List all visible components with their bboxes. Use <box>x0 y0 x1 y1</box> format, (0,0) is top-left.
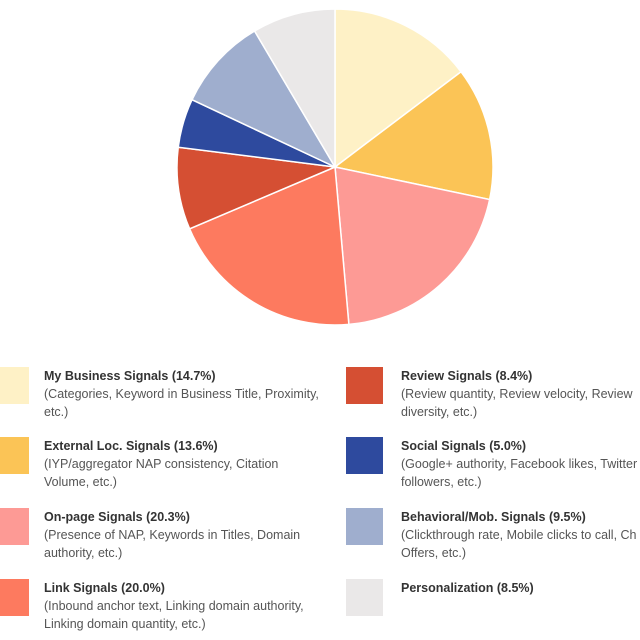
legend-desc-behavioral-mob-signals: Offers, etc.) <box>401 546 467 560</box>
pie-slice-external-loc-signals <box>333 70 494 201</box>
legend-title-link-signals: Link Signals (20.0%) <box>44 581 165 595</box>
legend-title-behavioral-mob-signals: Behavioral/Mob. Signals (9.5%) <box>401 510 586 524</box>
pie-chart <box>176 8 494 326</box>
legend-desc-review-signals: diversity, etc.) <box>401 405 478 419</box>
pie-slice-my-business-signals <box>334 8 463 169</box>
legend-title-social-signals: Social Signals (5.0%) <box>401 439 527 453</box>
legend-swatch-social-signals <box>346 437 383 474</box>
pie-slice-behavioral-mob-signals <box>191 29 337 169</box>
legend-title-review-signals: Review Signals (8.4%) <box>401 369 533 383</box>
legend-swatch-link-signals <box>0 579 29 616</box>
legend-title-external-loc-signals: External Loc. Signals (13.6%) <box>44 439 218 453</box>
legend-swatch-review-signals <box>346 367 383 404</box>
legend-desc-social-signals: (Google+ authority, Facebook likes, Twit… <box>401 457 638 471</box>
legend-desc-social-signals: followers, etc.) <box>401 475 482 489</box>
pie-slice-on-page-signals <box>334 166 491 326</box>
legend-desc-on-page-signals: authority, etc.) <box>44 546 123 560</box>
legend-swatch-personalization <box>346 579 383 616</box>
legend-title-personalization: Personalization (8.5%) <box>401 581 534 595</box>
legend-desc-on-page-signals: (Presence of NAP, Keywords in Titles, Do… <box>44 528 301 542</box>
legend-desc-my-business-signals: (Categories, Keyword in Business Title, … <box>44 387 319 401</box>
legend-title-on-page-signals: On-page Signals (20.3%) <box>44 510 190 524</box>
legend-desc-behavioral-mob-signals: (Clickthrough rate, Mobile clicks to cal… <box>401 528 637 542</box>
legend-swatch-external-loc-signals <box>0 437 29 474</box>
legend-desc-link-signals: Linking domain quantity, etc.) <box>44 617 206 631</box>
legend-swatch-my-business-signals <box>0 367 29 404</box>
legend-swatch-behavioral-mob-signals <box>346 508 383 545</box>
legend-desc-external-loc-signals: (IYP/aggregator NAP consistency, Citatio… <box>44 457 279 471</box>
legend-desc-link-signals: (Inbound anchor text, Linking domain aut… <box>44 599 304 613</box>
legend-desc-my-business-signals: etc.) <box>44 405 69 419</box>
pie-slice-link-signals <box>188 165 350 326</box>
legend-desc-review-signals: (Review quantity, Review velocity, Revie… <box>401 387 633 401</box>
legend-swatch-on-page-signals <box>0 508 29 545</box>
legend-title-my-business-signals: My Business Signals (14.7%) <box>44 369 216 383</box>
pie-slice-personalization <box>253 8 336 170</box>
legend-desc-external-loc-signals: Volume, etc.) <box>44 475 117 489</box>
